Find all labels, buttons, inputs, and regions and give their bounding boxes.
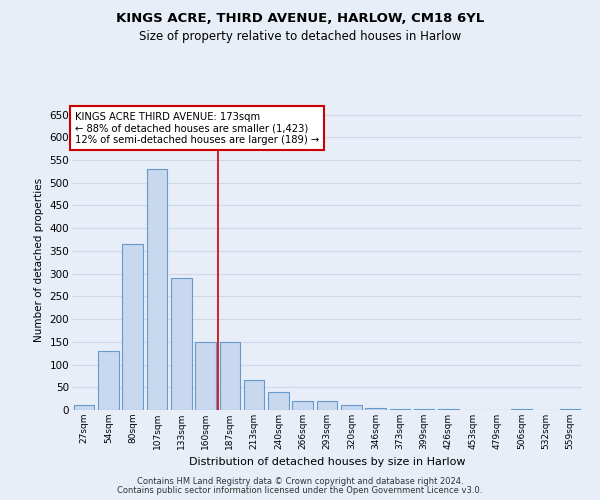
- Y-axis label: Number of detached properties: Number of detached properties: [34, 178, 44, 342]
- X-axis label: Distribution of detached houses by size in Harlow: Distribution of detached houses by size …: [189, 458, 465, 468]
- Bar: [560, 409, 580, 410]
- Bar: [365, 408, 386, 410]
- Text: Contains public sector information licensed under the Open Government Licence v3: Contains public sector information licen…: [118, 486, 482, 495]
- Bar: [74, 406, 94, 410]
- Bar: [146, 169, 167, 410]
- Bar: [171, 278, 191, 410]
- Bar: [511, 409, 532, 410]
- Bar: [389, 409, 410, 410]
- Bar: [195, 342, 216, 410]
- Bar: [220, 342, 240, 410]
- Bar: [122, 244, 143, 410]
- Bar: [414, 409, 434, 410]
- Text: Contains HM Land Registry data © Crown copyright and database right 2024.: Contains HM Land Registry data © Crown c…: [137, 477, 463, 486]
- Bar: [244, 380, 265, 410]
- Bar: [341, 406, 362, 410]
- Bar: [292, 401, 313, 410]
- Bar: [268, 392, 289, 410]
- Text: Size of property relative to detached houses in Harlow: Size of property relative to detached ho…: [139, 30, 461, 43]
- Bar: [438, 409, 459, 410]
- Text: KINGS ACRE THIRD AVENUE: 173sqm
← 88% of detached houses are smaller (1,423)
12%: KINGS ACRE THIRD AVENUE: 173sqm ← 88% of…: [74, 112, 319, 144]
- Bar: [317, 401, 337, 410]
- Bar: [98, 351, 119, 410]
- Text: KINGS ACRE, THIRD AVENUE, HARLOW, CM18 6YL: KINGS ACRE, THIRD AVENUE, HARLOW, CM18 6…: [116, 12, 484, 26]
